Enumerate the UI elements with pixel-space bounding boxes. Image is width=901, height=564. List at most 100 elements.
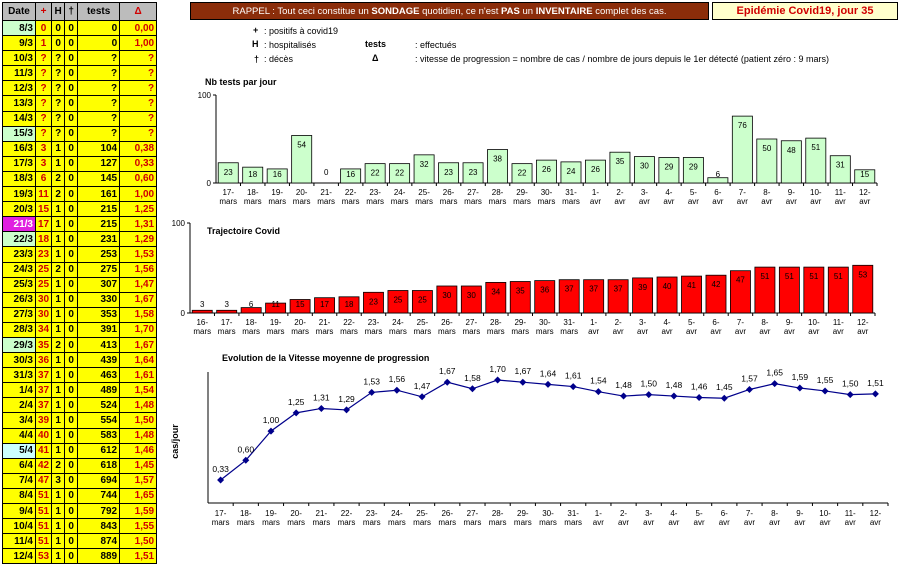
speed-chart-tick-label: 22- xyxy=(341,509,353,518)
tests-chart-bar xyxy=(266,168,288,184)
trajectory-chart-y-tick-label: 100 xyxy=(172,219,186,228)
trajectory-chart-data-label: 51 xyxy=(785,272,794,281)
table-header-row: Date + H † tests Δ xyxy=(2,2,158,21)
cases-cell: ? xyxy=(34,125,53,142)
table-row: 31/3 37 1 0 463 1,61 xyxy=(2,367,158,384)
deaths-cell: 0 xyxy=(64,80,79,97)
tests-chart-data-label: 16 xyxy=(273,170,282,179)
speed-cell: 1,45 xyxy=(119,457,158,474)
speed-chart-tick-label: 2- xyxy=(620,509,627,518)
trajectory-chart-bar xyxy=(411,290,433,314)
speed-cell: 1,64 xyxy=(119,352,158,369)
banner-text-1: RAPPEL : Tout ceci constitue un xyxy=(232,6,372,17)
hosp-cell: 1 xyxy=(51,502,66,520)
cases-cell: 0 xyxy=(34,19,53,37)
trajectory-chart-tick-label: 24- xyxy=(392,318,404,327)
trajectory-chart-bar xyxy=(607,279,629,314)
epidemic-day-label: Epidémie Covid19, jour 35 xyxy=(712,2,898,20)
cases-cell: 51 xyxy=(34,502,53,520)
tests-chart-tick-label: avr xyxy=(810,197,821,206)
hosp-cell: 2 xyxy=(51,336,66,354)
speed-chart-data-label: 1,67 xyxy=(439,366,456,376)
banner-bold-3: INVENTAIRE xyxy=(535,6,593,17)
table-row: 13/3?? 0?? xyxy=(2,95,158,112)
tests-chart-tick-label: mars xyxy=(415,197,433,206)
speed-chart-data-label: 1,29 xyxy=(338,394,355,404)
trajectory-chart-bar xyxy=(191,309,213,314)
trajectory-chart-data-label: 51 xyxy=(834,272,843,281)
date-cell: 20/3 xyxy=(2,201,36,218)
cases-cell: 1 xyxy=(34,35,53,52)
speed-chart-tick-label: 9- xyxy=(796,509,803,518)
speed-cell: 1,29 xyxy=(119,231,158,248)
trajectory-chart-data-label: 17 xyxy=(320,300,329,309)
tests-cell: ? xyxy=(77,95,121,112)
trajectory-chart-bar xyxy=(289,299,311,314)
trajectory-chart-tick-label: 4- xyxy=(663,318,670,327)
tests-chart-tick-label: 19- xyxy=(271,188,283,197)
tests-chart-data-label: 51 xyxy=(811,143,820,152)
trajectory-chart-bar xyxy=(632,277,654,314)
table-row: 11/3?? 0?? xyxy=(2,65,158,82)
speed-chart-data-label: 1,53 xyxy=(363,376,380,386)
tests-chart-tick-label: avr xyxy=(859,197,870,206)
speed-chart-data-label: 1,47 xyxy=(414,381,431,391)
speed-cell: 1,25 xyxy=(119,201,158,218)
tests-cell: 391 xyxy=(77,321,121,338)
tests-chart-bar xyxy=(829,155,851,184)
speed-chart-tick-label: avr xyxy=(870,518,881,527)
trajectory-chart-tick-label: avr xyxy=(833,327,844,336)
deaths-cell: 0 xyxy=(64,367,79,384)
banner-text-3: un xyxy=(519,6,536,17)
table-row: 7/4 47 3 0 694 1,57 xyxy=(2,472,158,489)
speed-chart-tick-label: 6- xyxy=(721,509,728,518)
trajectory-chart-bar xyxy=(534,280,556,314)
speed-chart-data-label: 1,59 xyxy=(792,372,809,382)
legend-desc-cases: : positifs à covid19 xyxy=(264,26,339,36)
speed-chart-tick-label: 21- xyxy=(316,509,328,518)
trajectory-chart-tick-label: avr xyxy=(686,327,697,336)
tests-chart-data-label: 23 xyxy=(444,168,453,177)
tests-chart-tick-label: 5- xyxy=(690,188,697,197)
header-deaths: † xyxy=(64,2,79,21)
trajectory-chart-tick-label: avr xyxy=(661,327,672,336)
speed-cell: ? xyxy=(119,125,158,142)
speed-chart-point xyxy=(771,380,779,388)
deaths-cell: 0 xyxy=(64,140,79,157)
cases-cell: ? xyxy=(34,95,53,112)
deaths-cell: 0 xyxy=(64,336,79,354)
speed-chart-title: Evolution de la Vitesse moyenne de progr… xyxy=(222,353,429,363)
speed-chart-point xyxy=(267,427,275,435)
trajectory-chart-bar xyxy=(730,270,751,314)
tests-chart-data-label: 38 xyxy=(493,155,502,164)
tests-chart-tick-label: 10- xyxy=(810,188,822,197)
legend-desc-hosp: : hospitalisés xyxy=(264,40,317,50)
speed-chart-point xyxy=(292,409,300,417)
tests-chart-tick-label: 6- xyxy=(714,188,721,197)
banner-text-4: complet des cas. xyxy=(592,6,667,17)
date-cell: 2/4 xyxy=(2,397,36,414)
hosp-cell: 2 xyxy=(51,261,66,278)
trajectory-chart-tick-label: avr xyxy=(759,327,770,336)
trajectory-chart-data-label: 3 xyxy=(200,300,205,309)
tests-chart-bar xyxy=(780,140,802,184)
tests-chart-tick-label: 11- xyxy=(835,188,846,197)
tests-cell: 253 xyxy=(77,246,121,263)
deaths-cell: 0 xyxy=(64,442,79,459)
deaths-cell: 0 xyxy=(64,246,79,263)
speed-chart-tick-label: 11- xyxy=(845,509,856,518)
trajectory-chart-tick-label: mars xyxy=(316,327,334,336)
hosp-cell: 1 xyxy=(51,412,66,429)
tests-chart-data-label: 22 xyxy=(518,169,527,178)
speed-chart-data-label: 1,61 xyxy=(565,371,582,381)
speed-chart-point xyxy=(343,406,351,414)
trajectory-chart-data-label: 39 xyxy=(638,283,647,292)
trajectory-chart-tick-label: 26- xyxy=(441,318,453,327)
speed-chart-point xyxy=(645,391,653,399)
speed-chart-data-label: 1,25 xyxy=(288,397,305,407)
trajectory-chart-y-tick-label: 0 xyxy=(181,309,186,318)
date-cell: 15/3 xyxy=(2,125,36,142)
tests-chart-bar xyxy=(682,157,704,184)
hosp-cell: 1 xyxy=(51,155,66,172)
deaths-cell: 0 xyxy=(64,186,79,203)
